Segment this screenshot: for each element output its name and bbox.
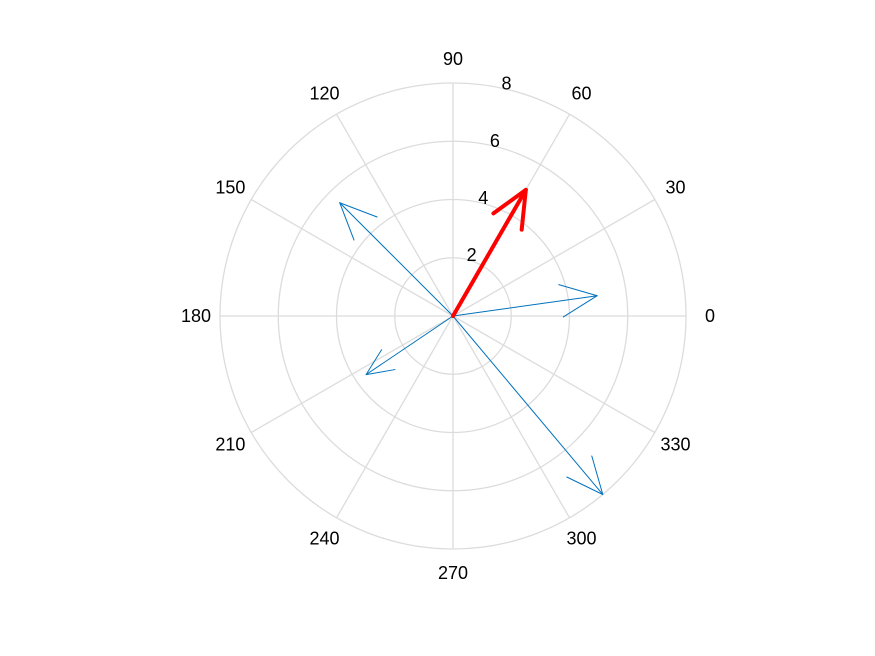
grid-spoke-120 <box>335 113 454 317</box>
angle-tick-label: 120 <box>309 83 339 103</box>
vector-shaft <box>452 315 604 495</box>
vector-arrowhead <box>491 187 528 232</box>
angle-tick-label: 150 <box>215 178 245 198</box>
grid-spoke-330 <box>452 315 656 434</box>
angle-tick-label: 90 <box>443 49 463 69</box>
vector-arrowhead <box>566 455 604 495</box>
radius-tick-label: 6 <box>490 131 500 151</box>
angle-tick-label: 330 <box>661 435 691 455</box>
vector-series <box>339 187 604 495</box>
vector-arrowhead <box>558 284 598 318</box>
grid-spoke-300 <box>452 315 571 519</box>
grid-spoke-240 <box>335 315 454 519</box>
compass-vector-0-3 <box>452 315 604 495</box>
vector-shaft <box>452 295 598 317</box>
vector-arrowhead <box>339 202 378 241</box>
radius-tick-label: 8 <box>501 74 511 94</box>
angle-tick-label: 30 <box>666 178 686 198</box>
grid-spoke-30 <box>452 198 656 317</box>
angle-tick-label: 180 <box>181 306 211 326</box>
compass-vector-0-1 <box>339 202 454 317</box>
angle-tick-label: 240 <box>309 529 339 549</box>
compass-vector-1-0 <box>451 187 528 318</box>
grid-spoke-150 <box>250 198 454 317</box>
angle-tick-label: 270 <box>438 563 468 583</box>
radius-tick-labels: 2 4 6 8 <box>467 74 512 265</box>
vector-shaft <box>365 315 454 376</box>
polar-grid <box>219 82 687 550</box>
angle-tick-label: 60 <box>571 83 591 103</box>
vector-shaft <box>339 202 454 317</box>
angle-tick-label: 0 <box>705 306 715 326</box>
radius-tick-label: 4 <box>478 188 488 208</box>
compass-vector-0-0 <box>452 284 598 318</box>
compass-vector-0-2 <box>365 315 454 376</box>
vector-arrowhead <box>365 349 396 376</box>
angle-tick-labels: 0 30 60 90 120 150 180 210 240 270 300 330 <box>181 49 715 583</box>
grid-spoke-210 <box>250 315 454 434</box>
angle-tick-label: 300 <box>566 529 596 549</box>
angle-tick-label: 210 <box>215 435 245 455</box>
vector-shaft <box>451 187 528 318</box>
radius-tick-label: 2 <box>467 245 477 265</box>
